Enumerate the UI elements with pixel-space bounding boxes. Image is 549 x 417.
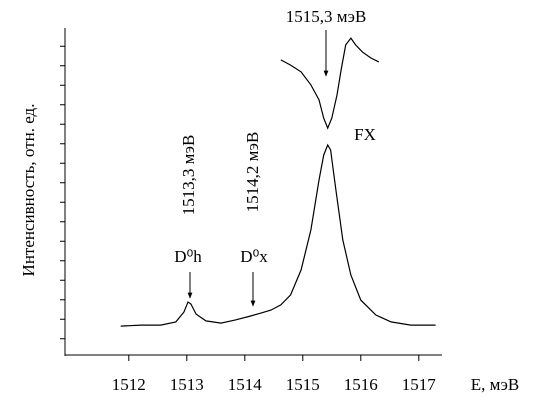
x-tick-label: 1516 xyxy=(344,375,378,394)
y-axis-label: Интенсивность, отн. ед. xyxy=(19,104,38,277)
x-tick-label: 1515 xyxy=(286,375,320,394)
annotation: FX xyxy=(354,125,376,144)
annotation: 1514,2 мэВ xyxy=(243,132,262,213)
annotation: D⁰x xyxy=(240,247,268,266)
x-axis-label: E, мэВ xyxy=(471,375,520,394)
annotation: 1513,3 мэВ xyxy=(179,135,198,216)
spectrum-line xyxy=(280,37,380,130)
x-tick-label: 1514 xyxy=(228,375,263,394)
spectrum-line xyxy=(120,143,436,327)
x-tick-label: 1517 xyxy=(402,375,437,394)
annotation: 1515,3 мэВ xyxy=(286,7,367,26)
annotation: D⁰h xyxy=(174,247,202,266)
x-tick-label: 1512 xyxy=(112,375,146,394)
x-tick-label: 1513 xyxy=(170,375,204,394)
